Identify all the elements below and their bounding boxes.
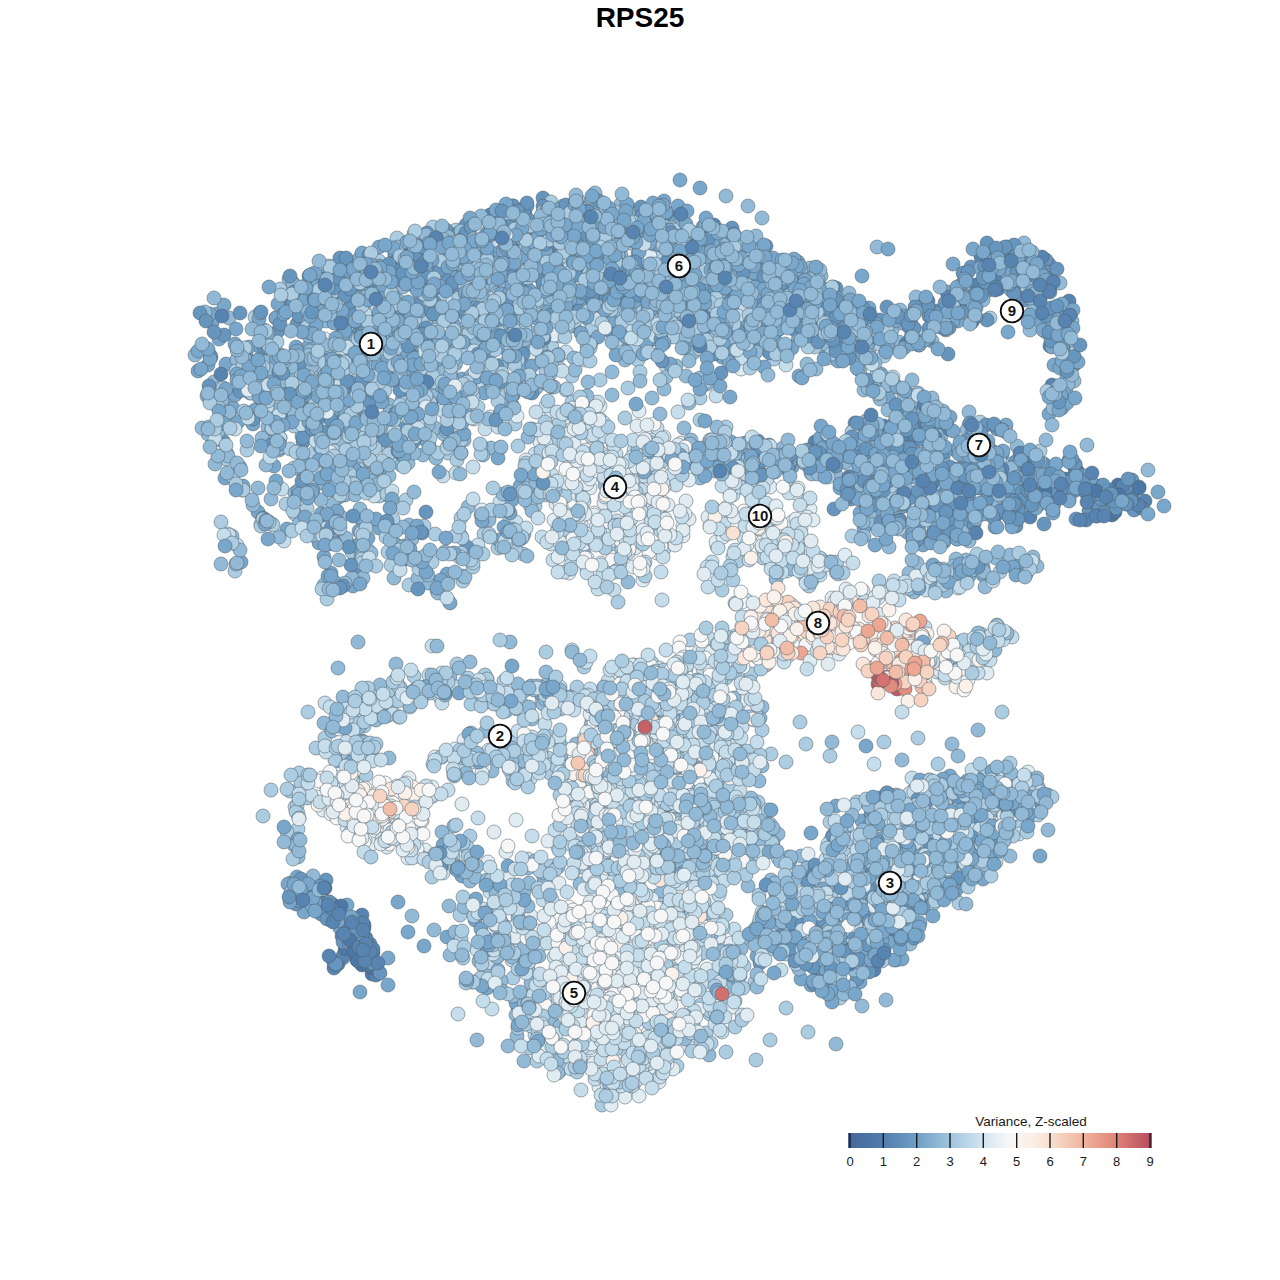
svg-text:6: 6	[1046, 1154, 1053, 1169]
svg-text:4: 4	[611, 478, 620, 495]
svg-text:3: 3	[886, 874, 894, 891]
svg-text:3: 3	[946, 1154, 953, 1169]
svg-text:1: 1	[880, 1154, 887, 1169]
svg-text:7: 7	[1080, 1154, 1087, 1169]
svg-text:1: 1	[367, 335, 375, 352]
svg-text:4: 4	[980, 1154, 987, 1169]
svg-text:7: 7	[975, 436, 983, 453]
svg-text:8: 8	[814, 614, 822, 631]
svg-text:5: 5	[1013, 1154, 1020, 1169]
svg-text:0: 0	[846, 1154, 853, 1169]
svg-text:9: 9	[1008, 302, 1016, 319]
svg-text:8: 8	[1113, 1154, 1120, 1169]
svg-text:Variance, Z-scaled: Variance, Z-scaled	[975, 1114, 1087, 1129]
svg-text:2: 2	[913, 1154, 920, 1169]
svg-text:5: 5	[570, 984, 578, 1001]
svg-text:2: 2	[496, 727, 504, 744]
svg-text:6: 6	[675, 257, 683, 274]
svg-text:RPS25: RPS25	[596, 2, 685, 33]
svg-text:10: 10	[752, 507, 769, 524]
svg-text:9: 9	[1146, 1154, 1153, 1169]
